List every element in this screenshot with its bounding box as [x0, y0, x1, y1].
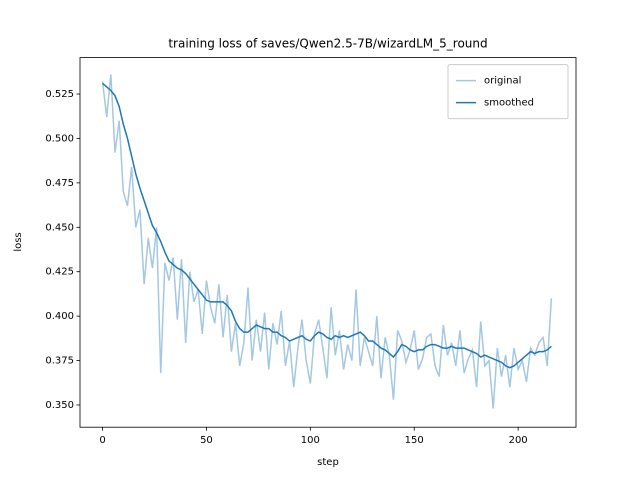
legend-label: smoothed	[484, 98, 534, 109]
series-line	[102, 82, 552, 369]
x-tick-label: 150	[405, 435, 424, 446]
x-tick-label: 100	[301, 435, 320, 446]
y-axis-label: loss	[13, 232, 24, 251]
y-tick-label: 0.400	[45, 311, 74, 322]
x-axis-label: step	[317, 457, 339, 468]
legend-label: original	[484, 76, 521, 87]
y-tick-label: 0.500	[45, 133, 74, 144]
plot-frame	[79, 57, 577, 428]
series-line	[101, 74, 553, 409]
x-tick-label: 200	[509, 435, 528, 446]
y-tick-label: 0.525	[45, 89, 74, 100]
chart-title: training loss of saves/Qwen2.5-7B/wizard…	[168, 37, 487, 51]
y-tick-label: 0.475	[45, 178, 74, 189]
y-tick-label: 0.375	[45, 356, 74, 367]
x-tick-label: 50	[200, 435, 213, 446]
y-tick-label: 0.350	[45, 400, 74, 411]
x-tick-label: 0	[99, 435, 105, 446]
y-tick-label: 0.450	[45, 222, 74, 233]
y-tick-label: 0.425	[45, 267, 74, 278]
legend-box	[447, 64, 569, 120]
